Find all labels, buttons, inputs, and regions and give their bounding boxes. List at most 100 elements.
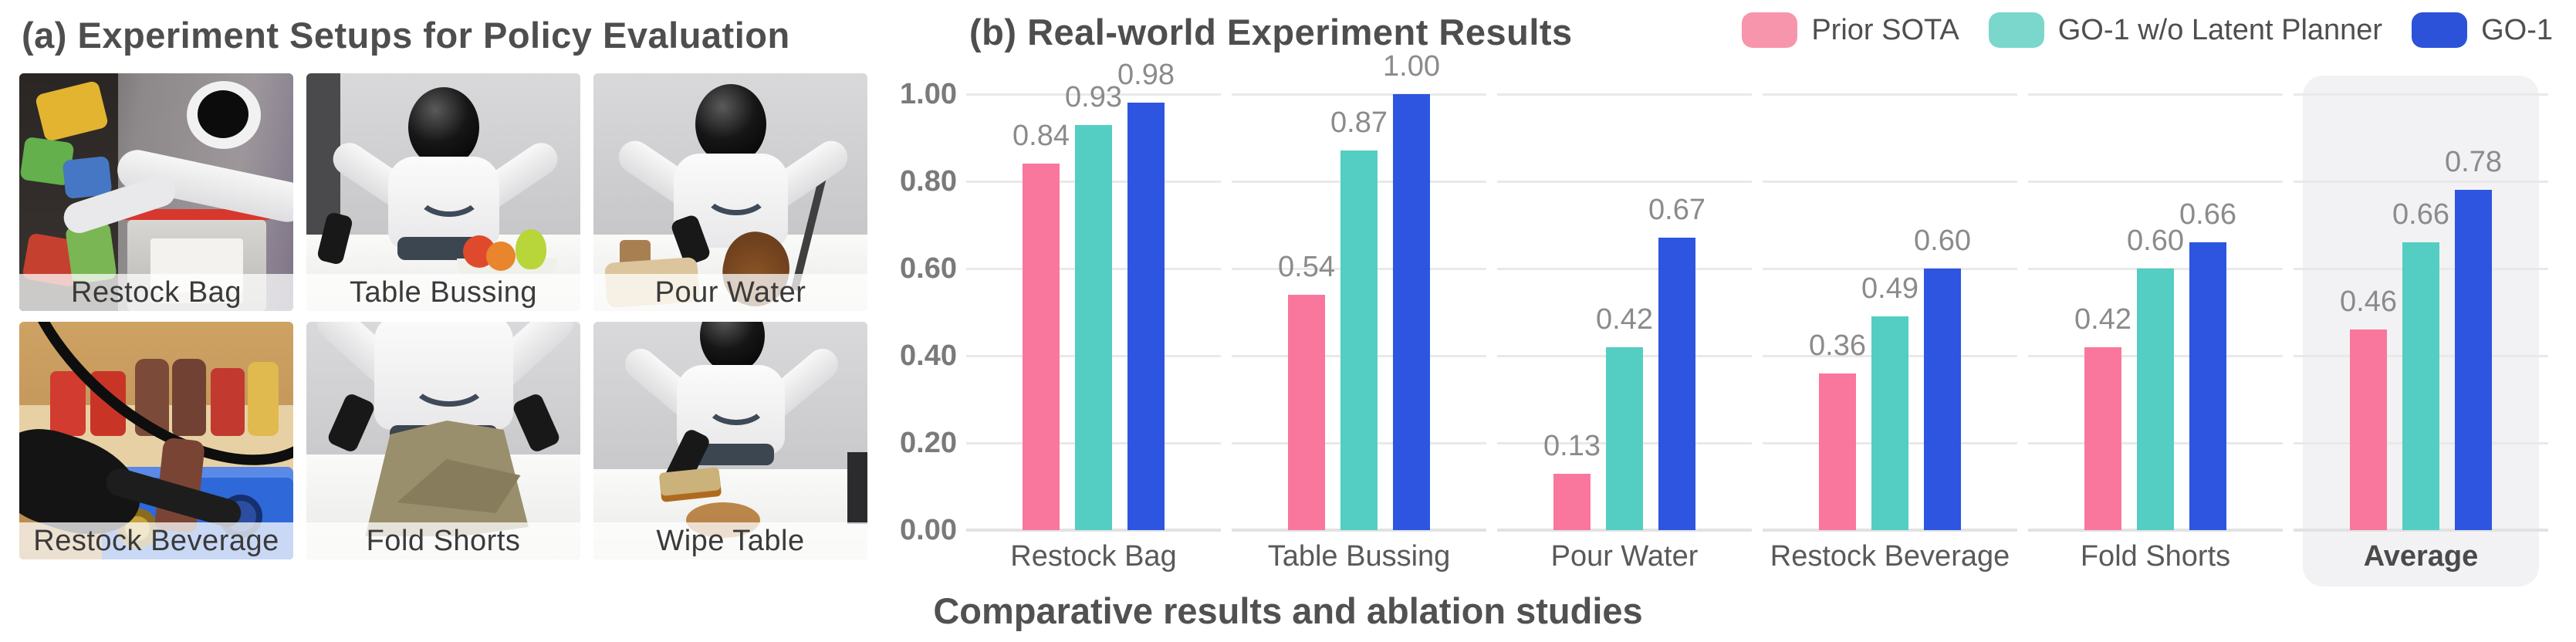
bar-go-1-w-o-latent-planner-restock-bag <box>1075 124 1112 530</box>
category-label-fold-shorts: Fold Shorts <box>2080 540 2231 573</box>
value-label: 0.60 <box>2127 225 2184 257</box>
facet-average: 0.46 0.66 0.78 Average <box>2294 76 2548 586</box>
gridline <box>1763 181 2017 183</box>
bar-slot: 0.66 <box>2392 94 2449 530</box>
bar-prior-sota-fold-shorts <box>2084 346 2121 530</box>
x-axis-baseline <box>2028 529 2283 532</box>
legend-label: GO-1 <box>2481 13 2553 46</box>
bar-slot: 0.93 <box>1065 81 1122 530</box>
bar-slot: 0.60 <box>1914 94 1971 530</box>
bar-slot: 0.13 <box>1543 94 1601 530</box>
photo-fold-shorts: Fold Shorts <box>306 322 580 559</box>
legend-label: GO-1 w/o Latent Planner <box>2057 13 2383 46</box>
cola-can <box>90 371 126 436</box>
bar-slot: 0.60 <box>2127 94 2184 530</box>
cola-can <box>50 371 86 436</box>
photo-label: Pour Water <box>593 274 867 311</box>
bar-slot: 1.00 <box>1383 50 1440 530</box>
bar-prior-sota-table-bussing <box>1288 294 1325 530</box>
photo-restock-beverage: Restock Beverage <box>19 322 293 559</box>
robot-head-icon <box>407 87 479 167</box>
y-tick-label: 1.00 <box>900 78 957 110</box>
facet-pour-water: 0.13 0.42 0.67 Pour Water <box>1497 93 1752 573</box>
beverage-can <box>211 368 245 436</box>
category-label-restock-bag: Restock Bag <box>1010 540 1177 573</box>
bar-slot: 0.49 <box>1861 94 1918 530</box>
bar-slot: 0.54 <box>1278 94 1335 530</box>
panel-b-title: (b) Real-world Experiment Results <box>969 12 1573 52</box>
photo-label: Restock Bag <box>19 274 293 311</box>
fruit-orange <box>486 242 516 271</box>
gridline <box>2028 181 2283 183</box>
bar-go-1-restock-beverage <box>1924 269 1961 530</box>
value-label: 0.60 <box>1914 225 1971 257</box>
bar-slot: 0.84 <box>1012 94 1070 530</box>
beverage-bottle <box>135 359 169 436</box>
bar-slot: 0.78 <box>2445 94 2502 530</box>
bar-go-1-w-o-latent-planner-restock-beverage <box>1871 316 1908 530</box>
facet-restock-bag: 0.84 0.93 0.98 Restock Bag <box>966 59 1221 573</box>
fruit-pear <box>516 229 546 269</box>
value-label: 0.84 <box>1012 120 1070 153</box>
photo-label: Table Bussing <box>306 274 580 311</box>
legend-item-go-1-w-o-latent-planner: GO-1 w/o Latent Planner <box>1988 12 2383 48</box>
value-label: 0.66 <box>2179 198 2236 231</box>
value-label: 0.42 <box>1596 302 1653 336</box>
value-label: 0.42 <box>2074 302 2131 336</box>
robot-chest-arc <box>704 382 768 425</box>
legend-swatch-icon <box>2412 12 2468 48</box>
bar-prior-sota-pour-water <box>1553 473 1591 530</box>
category-label-pour-water: Pour Water <box>1550 540 1699 573</box>
beverage-bottle <box>172 359 206 436</box>
y-tick-label: 0.60 <box>900 252 957 285</box>
chart-legend: Prior SOTA GO-1 w/o Latent Planner GO-1 <box>1742 12 2553 48</box>
bar-go-1-average <box>2455 190 2492 530</box>
y-tick-label: 0.80 <box>900 165 957 198</box>
bar-group: 0.13 0.42 0.67 <box>1497 94 1752 530</box>
gridline <box>1763 268 2017 270</box>
value-label: 0.66 <box>2392 198 2449 231</box>
bar-slot: 0.42 <box>1596 94 1653 530</box>
legend-item-prior-sota: Prior SOTA <box>1742 12 1959 48</box>
bar-slot: 0.98 <box>1117 59 1175 530</box>
experiment-photo-grid: Restock Bag Table Bussing <box>19 73 867 559</box>
bar-go-1-w-o-latent-planner-fold-shorts <box>2137 269 2174 530</box>
photo-restock-bag: Restock Bag <box>19 73 293 311</box>
robot-chest-arc <box>409 356 488 407</box>
bar-group: 0.36 0.49 0.60 <box>1763 94 2017 530</box>
bar-go-1-restock-bag <box>1127 103 1165 530</box>
legend-label: Prior SOTA <box>1811 13 1959 46</box>
legend-item-go-1: GO-1 <box>2412 12 2553 48</box>
bar-prior-sota-restock-bag <box>1023 164 1060 530</box>
gridline <box>1497 93 1752 96</box>
bar-slot: 0.66 <box>2179 94 2236 530</box>
facet-fold-shorts: 0.42 0.60 0.66 Fold Shorts <box>2028 93 2283 573</box>
gridline <box>2028 93 2283 96</box>
facet-restock-beverage: 0.36 0.49 0.60 Restock Beverage <box>1763 93 2017 573</box>
y-axis-tick-labels: 0.00 0.20 0.40 0.60 0.80 1.00 <box>841 78 957 546</box>
robot-chest-arc <box>702 171 769 215</box>
y-tick-label: 0.00 <box>900 514 957 546</box>
bar-prior-sota-average <box>2350 329 2387 530</box>
value-label: 0.98 <box>1117 59 1175 92</box>
x-axis-baseline <box>1232 529 1486 532</box>
category-label-table-bussing: Table Bussing <box>1267 540 1451 573</box>
value-label: 0.36 <box>1809 329 1866 362</box>
legend-swatch-icon <box>1988 12 2044 48</box>
bar-prior-sota-restock-beverage <box>1819 373 1856 530</box>
x-axis-baseline <box>1497 529 1752 532</box>
value-label: 0.54 <box>1278 250 1335 283</box>
figure-caption: Comparative results and ablation studies <box>933 590 1643 631</box>
bar-slot: 0.42 <box>2074 94 2131 530</box>
gridline <box>1232 93 1486 96</box>
bar-chart-plot-area: 0.84 0.93 0.98 Restock Bag 0.54 0.87 1.00 Table… <box>966 50 2548 586</box>
bar-go-1-pour-water <box>1658 238 1695 530</box>
bar-slot: 0.87 <box>1330 94 1388 530</box>
photo-table-bussing: Table Bussing <box>306 73 580 311</box>
value-label: 1.00 <box>1383 50 1440 83</box>
value-label: 0.13 <box>1543 429 1601 462</box>
value-label: 0.46 <box>2340 286 2397 319</box>
gridline <box>1497 268 1752 270</box>
photo-label: Restock Beverage <box>19 522 293 559</box>
beverage-bottle <box>248 362 279 436</box>
